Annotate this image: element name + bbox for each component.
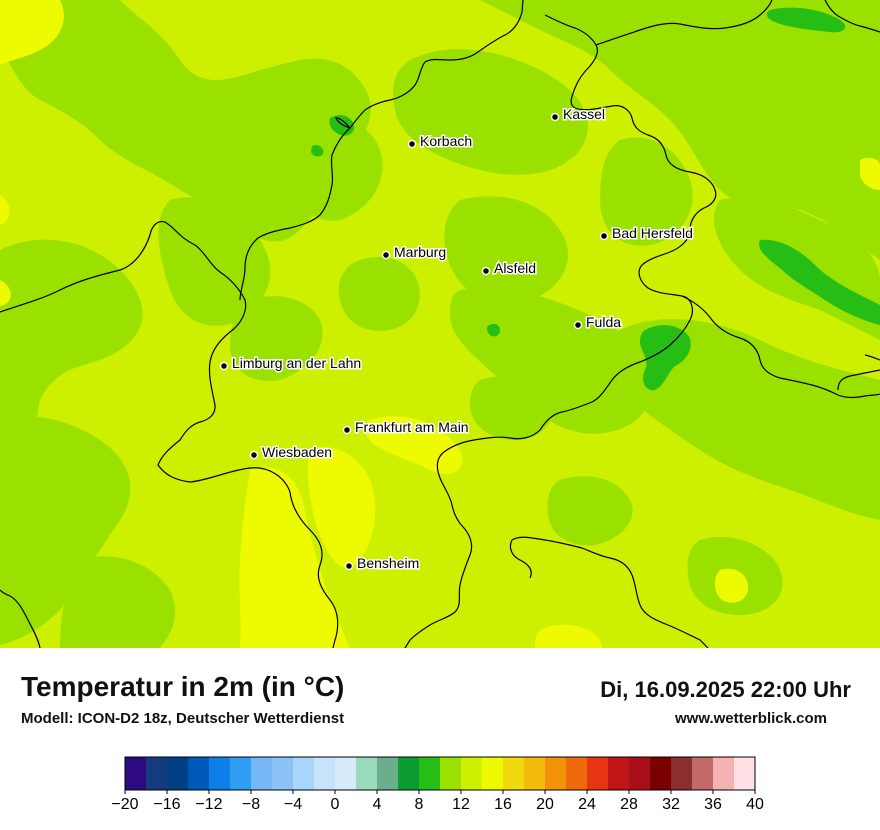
city-dot	[381, 250, 391, 260]
legend-tick-label: −8	[242, 796, 260, 813]
legend-color-bar	[124, 756, 756, 791]
city-label: Fulda	[586, 314, 621, 330]
legend-swatch	[545, 757, 567, 790]
city-label: Wiesbaden	[262, 444, 332, 460]
city-marker: Alsfeld	[481, 259, 538, 278]
city-marker: Fulda	[573, 313, 623, 332]
city-dot	[573, 320, 583, 330]
city-dot	[249, 450, 259, 460]
state-borders	[0, 0, 880, 648]
city-dot	[599, 231, 609, 241]
legend-tick-label: 12	[452, 796, 470, 813]
legend-swatch	[650, 757, 672, 790]
city-marker: Limburg an der Lahn	[219, 354, 363, 373]
city-marker: Kassel	[550, 105, 607, 124]
temperature-map: Kassel Korbach Bad Hersfeld Marburg Alsfeld F…	[0, 0, 880, 648]
city-label: Kassel	[563, 106, 605, 122]
legend-tick-labels: −20 −16 −12 −8 −4 0 4 8 12 16 20 24 28 32 36 40	[111, 790, 764, 813]
city-dot	[550, 112, 560, 122]
legend-swatch	[566, 757, 588, 790]
legend-swatch	[251, 757, 273, 790]
legend-swatch	[419, 757, 441, 790]
city-marker: Frankfurt am Main	[342, 418, 470, 437]
legend-tick-label: 24	[578, 796, 596, 813]
legend-swatch	[503, 757, 525, 790]
legend-swatch	[713, 757, 735, 790]
legend-swatch	[314, 757, 336, 790]
city-marker: Korbach	[407, 132, 474, 151]
legend-swatch	[461, 757, 483, 790]
city-label: Frankfurt am Main	[355, 419, 469, 435]
legend-swatch	[167, 757, 189, 790]
legend-swatch	[356, 757, 378, 790]
legend-tick-label: −12	[195, 796, 222, 813]
legend-swatch	[146, 757, 168, 790]
temperature-zones-14-16	[0, 0, 880, 648]
temperature-zones-10-12	[0, 0, 880, 648]
temperature-zones-8-10	[311, 7, 880, 391]
legend-swatch	[272, 757, 294, 790]
legend-swatch	[440, 757, 462, 790]
city-marker: Bensheim	[344, 554, 421, 573]
city-dot	[344, 561, 354, 571]
legend-tick-label: 20	[536, 796, 554, 813]
legend-frame	[124, 756, 756, 791]
color-legend: −20 −16 −12 −8 −4 0 4 8 12 16 20 24 28 32 36 40	[111, 756, 764, 813]
city-label: Marburg	[394, 244, 446, 260]
city-dot	[407, 139, 417, 149]
city-label: Limburg an der Lahn	[232, 355, 361, 371]
legend-swatch	[587, 757, 609, 790]
legend-swatch	[734, 757, 756, 790]
legend-swatch	[230, 757, 252, 790]
chart-title: Temperatur in 2m (in °C)	[21, 671, 345, 702]
legend-tick-label: 36	[704, 796, 722, 813]
city-marker: Bad Hersfeld	[599, 224, 694, 243]
city-label: Korbach	[420, 133, 472, 149]
legend-swatch	[629, 757, 651, 790]
legend-tick-label: 32	[662, 796, 680, 813]
legend-swatch	[608, 757, 630, 790]
city-label: Bad Hersfeld	[612, 225, 693, 241]
legend-tick-label: 40	[746, 796, 764, 813]
legend-tick-label: −16	[153, 796, 180, 813]
legend-tick-label: 4	[373, 796, 382, 813]
legend-tick-label: 0	[331, 796, 340, 813]
legend-swatch	[482, 757, 504, 790]
legend-swatch	[524, 757, 546, 790]
legend-swatch	[209, 757, 231, 790]
city-label: Alsfeld	[494, 260, 536, 276]
legend-swatch	[377, 757, 399, 790]
city-marker: Wiesbaden	[249, 443, 334, 462]
city-label: Bensheim	[357, 555, 419, 571]
legend-swatch	[188, 757, 210, 790]
legend-tick-label: 16	[494, 796, 512, 813]
legend-swatch	[125, 757, 147, 790]
legend-swatch	[293, 757, 315, 790]
forecast-datetime: Di, 16.09.2025 22:00 Uhr	[600, 677, 851, 702]
city-dot	[342, 425, 352, 435]
model-info: Modell: ICON-D2 18z, Deutscher Wetterdie…	[21, 710, 345, 727]
legend-tick-label: −4	[284, 796, 302, 813]
city-dot	[481, 266, 491, 276]
legend-swatch	[692, 757, 714, 790]
legend-tick-label: 28	[620, 796, 638, 813]
city-marker: Marburg	[381, 243, 448, 262]
cities-layer: Kassel Korbach Bad Hersfeld Marburg Alsfeld F…	[219, 105, 694, 573]
legend-swatch	[671, 757, 693, 790]
legend-swatch	[398, 757, 420, 790]
legend-tick-label: −20	[111, 796, 138, 813]
website-link[interactable]: www.wetterblick.com	[675, 710, 827, 727]
legend-swatch	[335, 757, 357, 790]
city-dot	[219, 361, 229, 371]
legend-tick-label: 8	[415, 796, 424, 813]
